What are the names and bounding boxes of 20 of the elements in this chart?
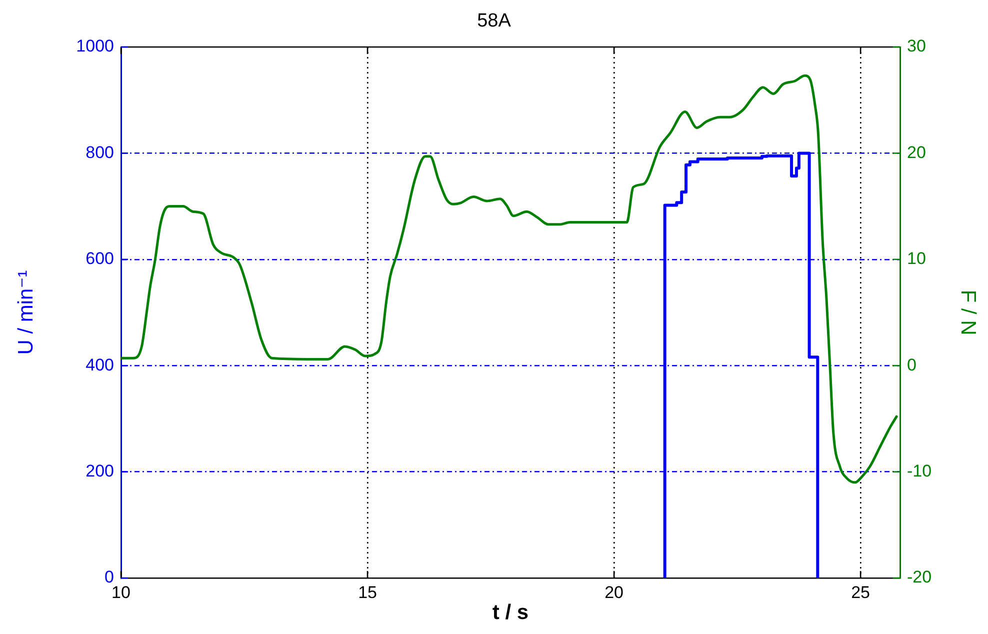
y2-tick-label: -20 [907,568,932,587]
y-tick-label: 600 [86,249,114,268]
x-tick-label: 15 [358,582,377,602]
y2-tick-label: 30 [907,36,926,56]
y2-tick-label: 0 [907,355,916,374]
y-tick-label: 400 [86,355,114,374]
y-tick-label: 1000 [76,36,114,56]
x-tick-label: 10 [112,582,130,602]
y-axis-title: U / min⁻¹ [14,270,38,355]
chart-title: 58A [477,10,512,32]
x-tick-label: 20 [604,582,624,602]
y2-tick-label: 10 [907,249,926,268]
y-tick-label: 200 [86,461,114,480]
y2-tick-label: -10 [907,461,932,480]
y2-tick-label: 20 [907,142,926,162]
y-tick-label: 0 [104,568,114,587]
y2-axis-title: F / N [956,290,980,336]
x-axis-title: t / s [492,601,529,624]
x-tick-label: 25 [851,582,870,602]
y-tick-label: 800 [86,142,114,162]
